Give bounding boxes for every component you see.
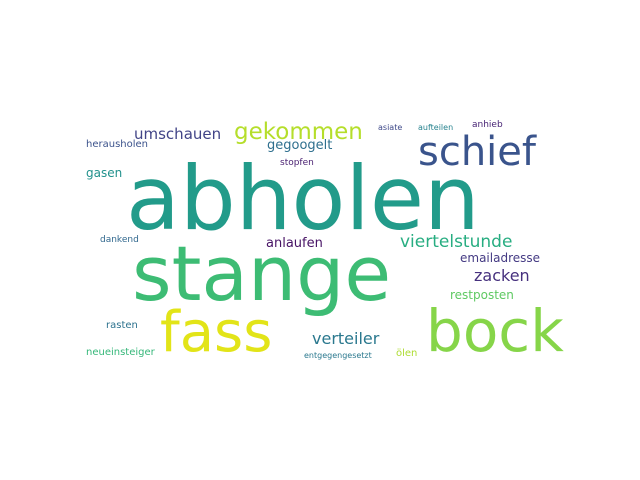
word-herausholen: herausholen	[86, 139, 149, 150]
word-dankend: dankend	[100, 235, 139, 245]
word-anhieb: anhieb	[472, 120, 503, 130]
word-fass: fass	[160, 300, 273, 365]
word-gegoogelt: gegoogelt	[267, 138, 333, 153]
word-anlaufen: anlaufen	[266, 236, 323, 251]
word-verteiler: verteiler	[312, 329, 380, 348]
word-aufteilen: aufteilen	[418, 123, 454, 132]
word-neueinsteiger: neueinsteiger	[86, 347, 155, 358]
word-rasten: rasten	[106, 320, 138, 331]
word-emailadresse: emailadresse	[460, 251, 541, 265]
word-gekommen: gekommen	[234, 119, 363, 145]
word-schief: schief	[418, 129, 536, 175]
word-asiate: asiate	[378, 123, 403, 132]
word-restposten: restposten	[450, 288, 514, 302]
word-stange: stange	[132, 229, 392, 318]
word-entgegengesetzt: entgegengesetzt	[304, 351, 372, 360]
word-umschauen: umschauen	[134, 125, 222, 143]
word-stopfen: stopfen	[280, 158, 314, 168]
word-viertelstunde: viertelstunde	[400, 232, 513, 252]
word-oelen: ölen	[396, 348, 418, 359]
word-bock: bock	[426, 297, 564, 365]
word-gasen: gasen	[86, 166, 123, 180]
word-zacken: zacken	[474, 266, 530, 285]
word-abholen: abholen	[126, 147, 480, 250]
